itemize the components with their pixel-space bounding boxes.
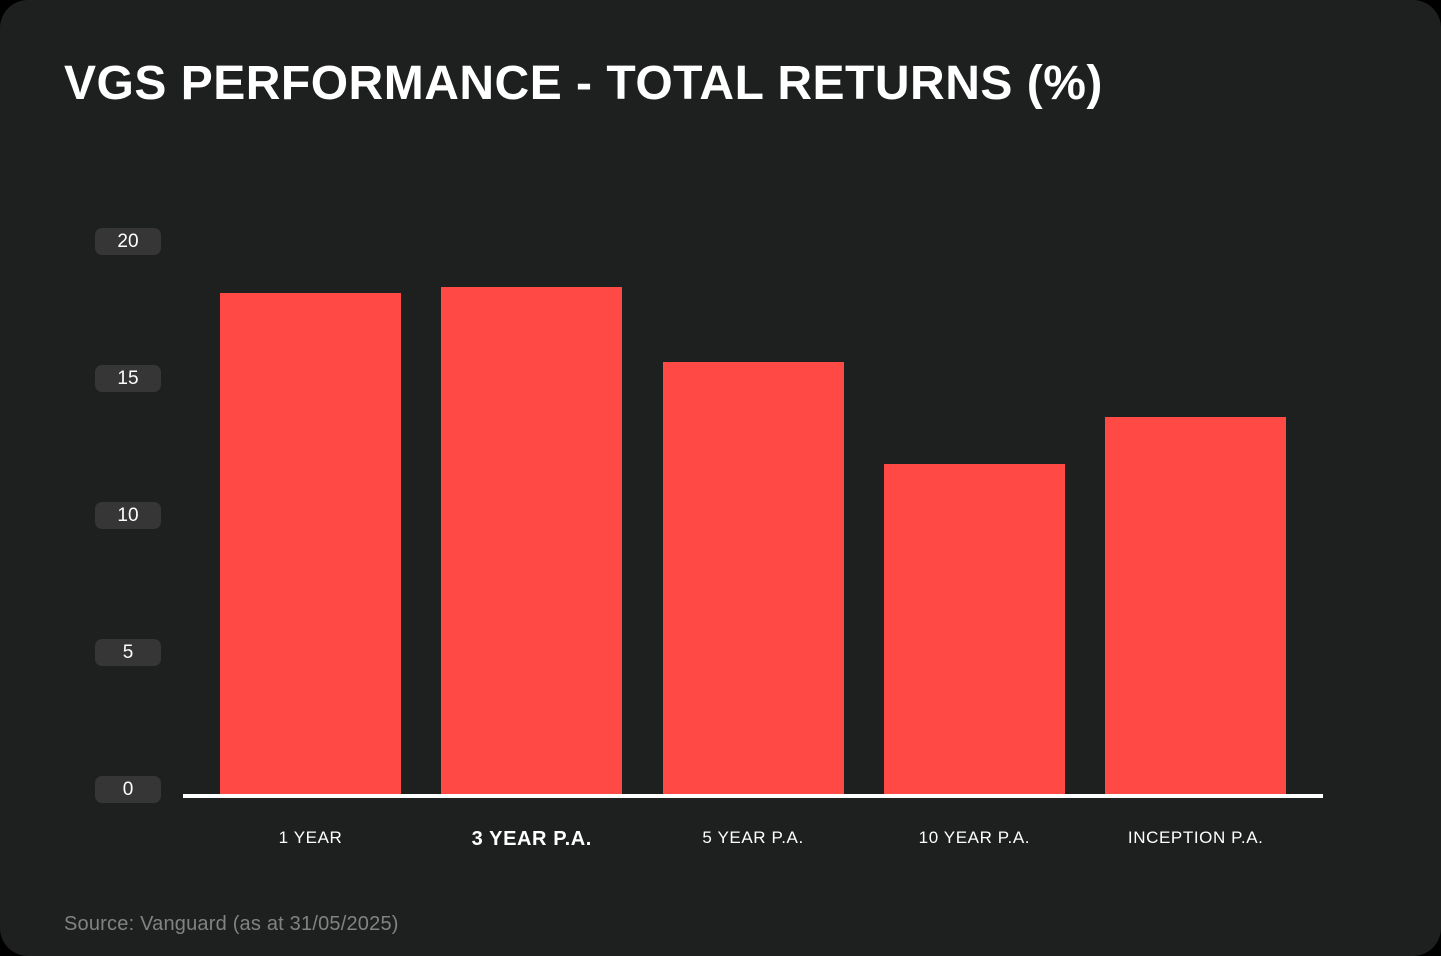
x-axis-baseline	[183, 794, 1323, 798]
y-tick-pill-15: 15	[95, 364, 161, 392]
bar-10-year-p-a[interactable]	[883, 464, 1065, 794]
x-label-1-year: 1 YEAR	[278, 828, 343, 847]
bar-5-year-p-a[interactable]	[662, 361, 844, 794]
x-label-5-year-p-a: 5 YEAR P.A.	[702, 828, 804, 847]
x-label-10-year-p-a: 10 YEAR P.A.	[918, 828, 1031, 847]
x-label-inception-p-a: INCEPTION P.A.	[1127, 828, 1264, 847]
y-tick-pill-5: 5	[95, 638, 161, 666]
source-note: Source: Vanguard (as at 31/05/2025)	[64, 913, 399, 935]
y-tick-pill-0: 0	[95, 775, 161, 803]
y-tick-pill-10: 10	[95, 501, 161, 529]
bar-inception-p-a[interactable]	[1105, 417, 1287, 794]
chart-title: VGS PERFORMANCE - TOTAL RETURNS (%)	[64, 57, 1103, 110]
y-tick-pill-20: 20	[95, 227, 161, 255]
bar-1-year[interactable]	[220, 292, 401, 794]
x-label-3-year-p-a: 3 YEAR P.A.	[471, 828, 592, 850]
bar-3-year-p-a[interactable]	[441, 287, 623, 794]
